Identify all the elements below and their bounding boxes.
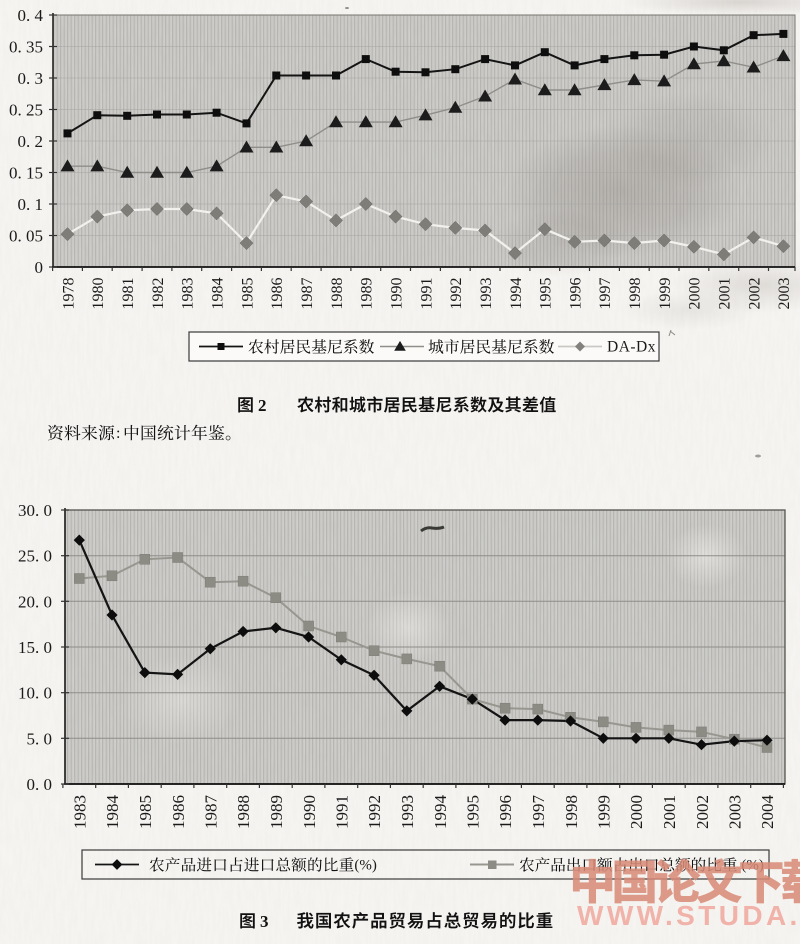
svg-text:2002: 2002	[746, 278, 763, 310]
svg-text:1978: 1978	[60, 278, 77, 310]
svg-text::: :	[116, 425, 120, 442]
svg-text:0. 1: 0. 1	[18, 195, 44, 214]
svg-text:1987: 1987	[299, 278, 316, 310]
svg-text:1988: 1988	[329, 278, 346, 310]
svg-text:WWW.STUDA.C: WWW.STUDA.C	[577, 900, 800, 931]
svg-text:1997: 1997	[597, 278, 614, 310]
svg-text:2003: 2003	[726, 795, 745, 829]
svg-text:1999: 1999	[657, 278, 674, 310]
svg-text:1990: 1990	[388, 278, 405, 310]
svg-text:2004: 2004	[758, 795, 777, 830]
svg-text:1998: 1998	[562, 795, 581, 829]
svg-text:1982: 1982	[150, 278, 167, 310]
svg-text:1986: 1986	[169, 795, 188, 829]
svg-text:25. 0: 25. 0	[18, 547, 52, 566]
svg-text:1987: 1987	[202, 795, 221, 830]
svg-text:15. 0: 15. 0	[18, 638, 52, 657]
svg-text:0. 25: 0. 25	[9, 101, 43, 120]
svg-text:1995: 1995	[464, 795, 483, 829]
svg-text:5. 0: 5. 0	[27, 729, 53, 748]
svg-text:2001: 2001	[717, 278, 734, 310]
svg-text:0. 05: 0. 05	[9, 227, 43, 246]
svg-text:20. 0: 20. 0	[18, 592, 52, 611]
svg-text:1984: 1984	[209, 278, 226, 310]
svg-text:30. 0: 30. 0	[18, 501, 52, 520]
svg-text:2003: 2003	[776, 278, 793, 310]
svg-text:0. 35: 0. 35	[9, 38, 43, 57]
svg-text:2002: 2002	[693, 795, 712, 829]
svg-text:1985: 1985	[239, 278, 256, 310]
svg-text:1985: 1985	[136, 795, 155, 829]
svg-text:0: 0	[35, 258, 44, 277]
svg-text:DA-Dx: DA-Dx	[607, 339, 656, 356]
svg-text:1997: 1997	[529, 795, 548, 830]
svg-text:1991: 1991	[418, 278, 435, 310]
svg-text:1994: 1994	[508, 278, 525, 310]
svg-text:2000: 2000	[687, 278, 704, 310]
svg-text:1983: 1983	[180, 278, 197, 310]
svg-text:1988: 1988	[234, 795, 253, 829]
svg-text:1990: 1990	[300, 795, 319, 829]
svg-text:1993: 1993	[398, 795, 417, 829]
svg-text:1998: 1998	[627, 278, 644, 310]
svg-text:1995: 1995	[538, 278, 555, 310]
svg-text:1981: 1981	[120, 278, 137, 310]
svg-text:0. 2: 0. 2	[18, 132, 44, 151]
svg-text:0. 15: 0. 15	[9, 164, 43, 183]
svg-text:1996: 1996	[567, 278, 584, 310]
svg-text:0. 3: 0. 3	[18, 69, 44, 88]
svg-text:3: 3	[260, 912, 269, 931]
svg-text:2000: 2000	[627, 795, 646, 829]
svg-text:1996: 1996	[496, 795, 515, 829]
svg-text:1983: 1983	[71, 795, 90, 829]
svg-text:(%): (%)	[354, 858, 377, 874]
svg-text:1992: 1992	[365, 795, 384, 829]
svg-text:1991: 1991	[333, 795, 352, 829]
svg-text:1986: 1986	[269, 278, 286, 310]
svg-text:1992: 1992	[448, 278, 465, 310]
svg-text:1993: 1993	[478, 277, 495, 309]
svg-text:0. 0: 0. 0	[27, 775, 53, 794]
svg-text:1989: 1989	[359, 278, 376, 310]
svg-text:1984: 1984	[103, 795, 122, 830]
svg-text:10. 0: 10. 0	[18, 684, 52, 703]
svg-text:0. 4: 0. 4	[18, 6, 44, 25]
svg-text:2: 2	[258, 396, 267, 415]
svg-text:1994: 1994	[431, 795, 450, 830]
svg-text:1980: 1980	[90, 278, 107, 310]
svg-text:1989: 1989	[267, 795, 286, 829]
svg-text:1999: 1999	[595, 795, 614, 829]
svg-text:2001: 2001	[660, 795, 679, 829]
